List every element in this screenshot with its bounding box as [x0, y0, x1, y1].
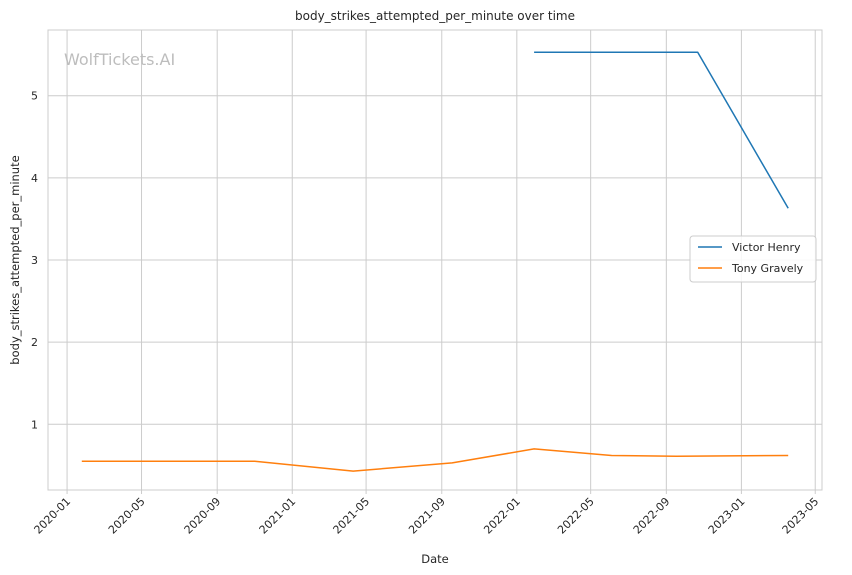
y-tick-label: 4 [31, 172, 38, 185]
y-tick-label: 5 [31, 90, 38, 103]
y-tick-label: 2 [31, 336, 38, 349]
legend-label-victor-henry: Victor Henry [732, 241, 801, 254]
x-tick-label: 2021-05 [331, 495, 373, 537]
watermark: WolfTickets.AI [64, 50, 175, 69]
x-tick-label: 2023-05 [780, 495, 822, 537]
series-layer [81, 51, 789, 472]
y-axis-ticks: 1 2 3 4 5 [31, 90, 38, 432]
x-tick-label: 2021-09 [406, 495, 448, 537]
x-tick-label: 2020-09 [182, 495, 224, 537]
legend-label-tony-gravely: Tony Gravely [731, 262, 804, 275]
legend: Victor Henry Tony Gravely [689, 235, 817, 283]
x-tick-label: 2021-01 [257, 495, 299, 537]
x-tick-label: 2020-05 [106, 495, 148, 537]
y-tick-label: 3 [31, 254, 38, 267]
x-tick-label: 2022-01 [481, 495, 523, 537]
y-axis-title: body_strikes_attempted_per_minute [8, 155, 22, 364]
x-axis-ticks: 2020-01 2020-05 2020-09 2021-01 2021-05 2021-… [31, 490, 821, 537]
x-tick-label: 2023-01 [706, 495, 748, 537]
chart-title: body_strikes_attempted_per_minute over t… [295, 9, 575, 23]
y-tick-label: 1 [31, 418, 38, 431]
series-line-victor-henry [534, 51, 789, 209]
plot-area [47, 29, 823, 491]
x-axis-title: Date [421, 552, 449, 566]
x-tick-label: 2022-09 [631, 495, 673, 537]
x-tick-label: 2022-05 [555, 495, 597, 537]
x-tick-label: 2020-01 [31, 495, 73, 537]
series-line-tony-gravely [81, 448, 789, 472]
